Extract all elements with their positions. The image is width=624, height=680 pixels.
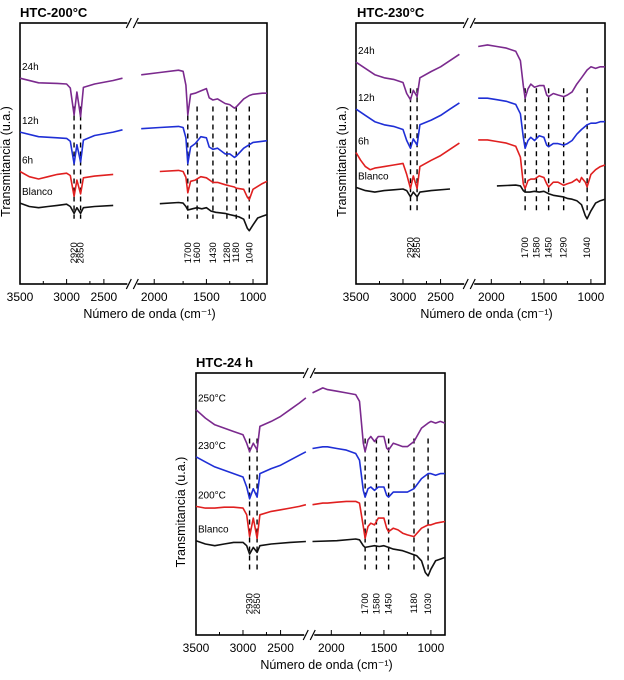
x-tick-label: 2000 xyxy=(318,641,345,655)
x-tick-label: 1000 xyxy=(578,290,605,304)
series-label: 24h xyxy=(22,62,39,73)
plot-frame xyxy=(195,372,446,636)
series-line-Blanco xyxy=(195,538,446,577)
axis-break-gap xyxy=(127,279,138,289)
series-line-250C xyxy=(195,387,446,453)
x-tick-label: 2500 xyxy=(267,641,294,655)
y-axis-label: Transmitancia (u.a.) xyxy=(174,457,188,568)
peak-label: 1580 xyxy=(531,237,542,258)
peak-label: 1580 xyxy=(371,593,382,614)
peak-label: 1700 xyxy=(183,242,194,263)
peak-label: 1600 xyxy=(192,242,203,263)
series-line-Blanco xyxy=(355,184,606,220)
y-axis-label: Transmitancia (u.a.) xyxy=(0,106,13,217)
series-label: 230°C xyxy=(198,441,226,452)
peak-label: 2850 xyxy=(412,237,423,258)
series-line-6h xyxy=(355,139,606,190)
axis-break-mark xyxy=(469,278,476,290)
peak-label: 1700 xyxy=(520,237,531,258)
x-tick-label: 3000 xyxy=(53,290,80,304)
series-line-200C xyxy=(195,500,446,540)
peak-label: 1040 xyxy=(244,242,255,263)
plot-frame xyxy=(19,22,268,285)
peak-label: 1700 xyxy=(360,593,371,614)
series-label: 250°C xyxy=(198,394,226,405)
x-axis-label: Número de onda (cm⁻¹) xyxy=(260,658,392,672)
axis-break-gap xyxy=(304,368,315,378)
axis-break-mark xyxy=(302,367,309,379)
axis-break-mark xyxy=(309,367,316,379)
axis-break-gap xyxy=(464,279,475,289)
axis-break-mark xyxy=(462,278,469,290)
axis-break-mark xyxy=(132,278,139,290)
series-line-12h xyxy=(355,97,605,150)
chart-title: HTC-24 h xyxy=(196,355,253,370)
chart-panel-3: HTC-24 h 3500 3000 2500 2000 1500 1000 Número d… xyxy=(174,355,446,672)
peak-label: 1180 xyxy=(409,593,420,613)
chart-title: HTC-200°C xyxy=(20,5,88,20)
x-tick-label: 1000 xyxy=(240,290,267,304)
series-label: 6h xyxy=(22,156,33,167)
x-tick-label: 1500 xyxy=(371,641,398,655)
peak-label: 2920 xyxy=(405,237,416,258)
series-label: Blanco xyxy=(22,187,53,198)
axis-break-mark xyxy=(309,629,316,641)
series-line-12h xyxy=(19,125,268,165)
axis-break-gap xyxy=(127,18,138,28)
y-axis-label: Transmitancia (u.a.) xyxy=(335,106,349,217)
peak-label: 1280 xyxy=(222,242,233,263)
peak-label: 1290 xyxy=(559,237,570,258)
x-tick-label: 1500 xyxy=(531,290,558,304)
axis-break-mark xyxy=(132,17,139,29)
peak-label: 2850 xyxy=(252,593,263,614)
x-tick-label: 3500 xyxy=(343,290,370,304)
series-label: Blanco xyxy=(358,171,389,182)
peak-label: 1430 xyxy=(208,242,219,263)
chart-title: HTC-230°C xyxy=(357,5,425,20)
chart-panel-2: HTC-230°C 3500 3000 2500 2000 1500 1000 Número … xyxy=(335,5,606,321)
peak-label: 1040 xyxy=(582,237,593,258)
series-label: 12h xyxy=(22,116,39,127)
series-label: 200°C xyxy=(198,490,226,501)
axis-break-mark xyxy=(462,17,469,29)
x-tick-label: 3000 xyxy=(390,290,417,304)
x-tick-label: 3000 xyxy=(230,641,257,655)
axis-break-mark xyxy=(125,278,132,290)
axis-break-gap xyxy=(464,18,475,28)
series-label: Blanco xyxy=(198,525,229,536)
peak-label: 1450 xyxy=(544,237,555,258)
x-tick-label: 1000 xyxy=(418,641,445,655)
axis-break-mark xyxy=(125,17,132,29)
axis-break-mark xyxy=(469,17,476,29)
series-line-Blanco xyxy=(19,201,268,232)
peak-label: 2850 xyxy=(76,242,87,263)
x-tick-label: 2500 xyxy=(91,290,118,304)
series-label: 12h xyxy=(358,93,375,104)
x-axis-label: Número de onda (cm⁻¹) xyxy=(83,307,215,321)
series-line-6h xyxy=(19,169,268,201)
x-tick-label: 2000 xyxy=(141,290,168,304)
x-tick-label: 3500 xyxy=(183,641,210,655)
peak-label: 1450 xyxy=(384,593,395,614)
peak-label: 1180 xyxy=(231,242,242,262)
series-label: 24h xyxy=(358,46,375,57)
series-label: 6h xyxy=(358,136,369,147)
peak-label: 2920 xyxy=(69,242,80,263)
peak-label: 1030 xyxy=(423,593,434,614)
x-axis-label: Número de onda (cm⁻¹) xyxy=(420,307,552,321)
x-tick-label: 1500 xyxy=(193,290,220,304)
series-line-24h xyxy=(355,44,605,101)
series-line-230C xyxy=(195,446,445,500)
x-tick-label: 3500 xyxy=(7,290,34,304)
chart-panel-1: HTC-200°C 3500 3000 2500 2000 1500 1000 Número … xyxy=(0,5,268,321)
axis-break-gap xyxy=(304,630,315,640)
axis-break-mark xyxy=(302,629,309,641)
x-tick-label: 2000 xyxy=(478,290,505,304)
series-line-24h xyxy=(19,69,267,118)
peak-label: 2930 xyxy=(245,593,256,614)
x-tick-label: 2500 xyxy=(427,290,454,304)
